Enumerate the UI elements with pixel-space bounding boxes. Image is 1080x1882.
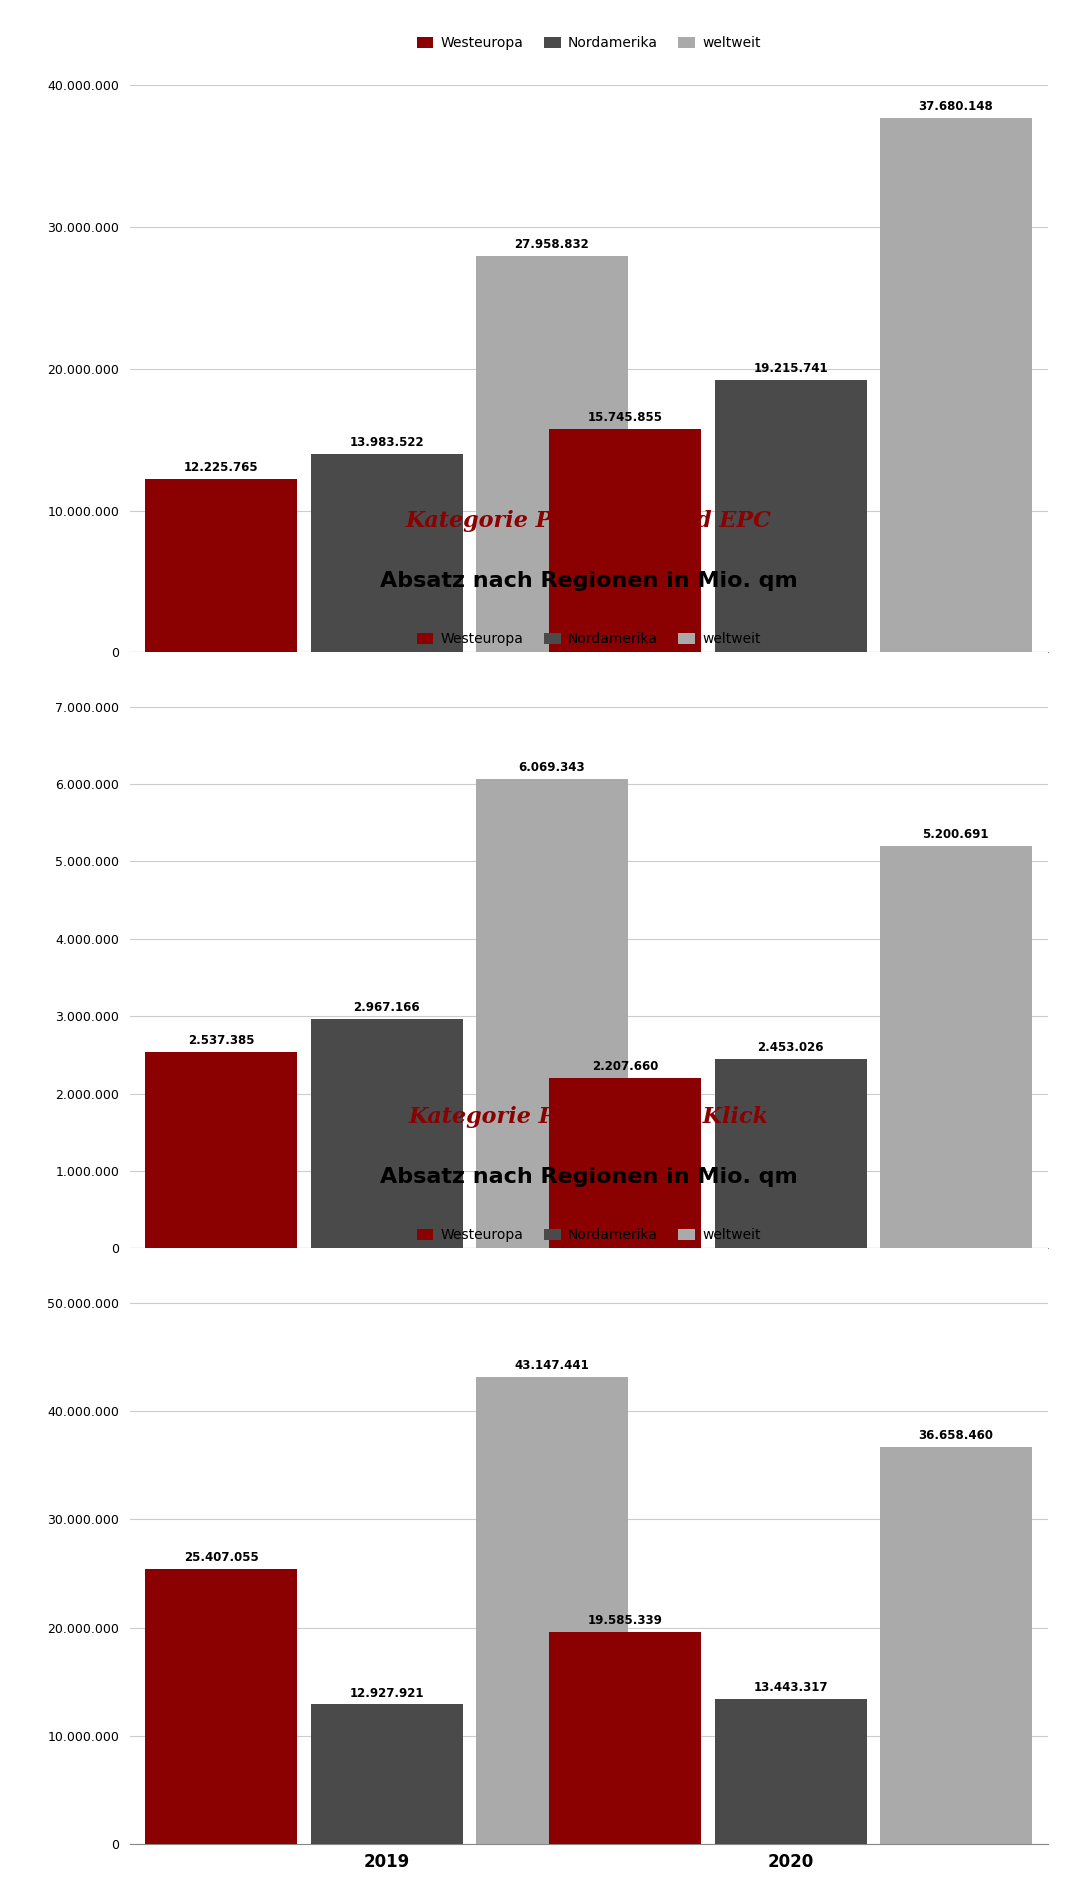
- Text: 13.443.317: 13.443.317: [754, 1681, 827, 1694]
- Text: 19.215.741: 19.215.741: [753, 361, 828, 375]
- Text: 2.537.385: 2.537.385: [188, 1035, 255, 1046]
- Text: 25.407.055: 25.407.055: [184, 1551, 259, 1564]
- Text: 19.585.339: 19.585.339: [588, 1615, 663, 1628]
- Bar: [880, 1447, 1031, 1844]
- Bar: [715, 1699, 866, 1844]
- Legend: Westeuropa, Nordamerika, weltweit: Westeuropa, Nordamerika, weltweit: [411, 627, 766, 651]
- Text: 43.147.441: 43.147.441: [514, 1359, 590, 1372]
- Text: 36.658.460: 36.658.460: [918, 1428, 994, 1442]
- Bar: [476, 256, 627, 653]
- Bar: [311, 1705, 462, 1844]
- Bar: [880, 845, 1031, 1248]
- Text: 6.069.343: 6.069.343: [518, 760, 585, 774]
- Bar: [311, 1018, 462, 1248]
- Text: 5.200.691: 5.200.691: [922, 828, 989, 841]
- Legend: Westeuropa, Nordamerika, weltweit: Westeuropa, Nordamerika, weltweit: [411, 1223, 766, 1248]
- Bar: [476, 1378, 627, 1844]
- Bar: [715, 380, 866, 653]
- Text: 2.967.166: 2.967.166: [353, 1001, 420, 1014]
- Bar: [715, 1058, 866, 1248]
- Text: 12.225.765: 12.225.765: [184, 461, 259, 474]
- Text: 13.983.522: 13.983.522: [349, 437, 424, 450]
- Text: 2.453.026: 2.453.026: [757, 1041, 824, 1054]
- Text: 12.927.921: 12.927.921: [350, 1686, 423, 1699]
- Text: Absatz nach Regionen in Mio. qm: Absatz nach Regionen in Mio. qm: [380, 1167, 797, 1188]
- Bar: [311, 454, 462, 653]
- Bar: [146, 1052, 297, 1248]
- Bar: [476, 779, 627, 1248]
- Bar: [550, 429, 701, 653]
- Text: 37.680.148: 37.680.148: [918, 100, 994, 113]
- Bar: [146, 478, 297, 653]
- Legend: Westeuropa, Nordamerika, weltweit: Westeuropa, Nordamerika, weltweit: [411, 30, 766, 56]
- Text: Kategorie Polymer Rigid EPC: Kategorie Polymer Rigid EPC: [406, 510, 771, 533]
- Bar: [880, 119, 1031, 653]
- Text: 27.958.832: 27.958.832: [514, 237, 590, 250]
- Bar: [146, 1570, 297, 1844]
- Text: 15.745.855: 15.745.855: [588, 412, 663, 423]
- Text: Absatz nach Regionen in Mio. qm: Absatz nach Regionen in Mio. qm: [380, 570, 797, 591]
- Bar: [550, 1632, 701, 1844]
- Text: 2.207.660: 2.207.660: [592, 1060, 659, 1073]
- Text: Kategorie Polymer LVT Klick: Kategorie Polymer LVT Klick: [408, 1107, 769, 1129]
- Bar: [550, 1078, 701, 1248]
